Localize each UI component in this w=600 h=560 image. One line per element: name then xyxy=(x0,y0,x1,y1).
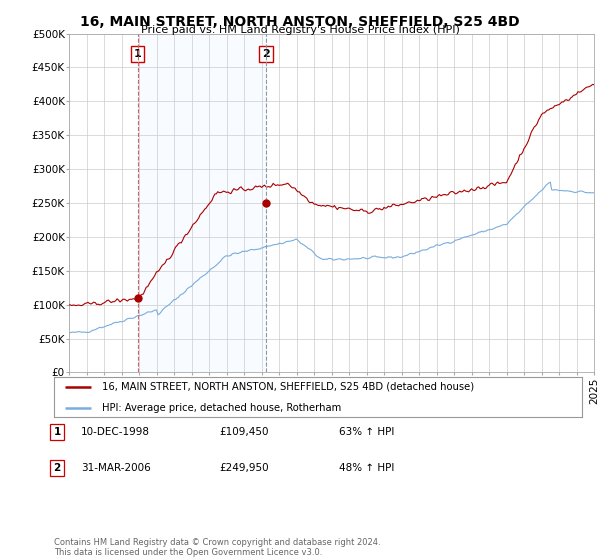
Text: Contains HM Land Registry data © Crown copyright and database right 2024.
This d: Contains HM Land Registry data © Crown c… xyxy=(54,538,380,557)
Text: £249,950: £249,950 xyxy=(219,463,269,473)
Text: 2: 2 xyxy=(53,463,61,473)
Text: 1: 1 xyxy=(134,49,142,59)
Bar xyxy=(137,34,266,372)
Text: 10-DEC-1998: 10-DEC-1998 xyxy=(81,427,150,437)
Text: 16, MAIN STREET, NORTH ANSTON, SHEFFIELD, S25 4BD (detached house): 16, MAIN STREET, NORTH ANSTON, SHEFFIELD… xyxy=(101,382,473,392)
Text: Price paid vs. HM Land Registry's House Price Index (HPI): Price paid vs. HM Land Registry's House … xyxy=(140,25,460,35)
Text: HPI: Average price, detached house, Rotherham: HPI: Average price, detached house, Roth… xyxy=(101,403,341,413)
Text: 48% ↑ HPI: 48% ↑ HPI xyxy=(339,463,394,473)
Text: 31-MAR-2006: 31-MAR-2006 xyxy=(81,463,151,473)
Text: 2: 2 xyxy=(262,49,270,59)
Text: 16, MAIN STREET, NORTH ANSTON, SHEFFIELD, S25 4BD: 16, MAIN STREET, NORTH ANSTON, SHEFFIELD… xyxy=(80,15,520,29)
Text: 1: 1 xyxy=(53,427,61,437)
Text: 63% ↑ HPI: 63% ↑ HPI xyxy=(339,427,394,437)
Text: £109,450: £109,450 xyxy=(219,427,269,437)
